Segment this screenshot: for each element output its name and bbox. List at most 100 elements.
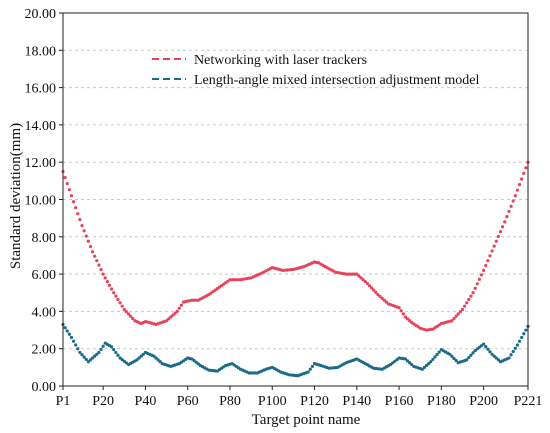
plot-frame	[62, 12, 529, 387]
data-point	[475, 282, 479, 286]
series-1	[61, 160, 530, 332]
ticks: 0.00 2.00 4.00 6.00 8.00 10.00 12.00 14.00 16.00…	[25, 7, 543, 409]
data-point	[355, 272, 359, 276]
data-point	[118, 301, 122, 305]
data-point	[152, 354, 156, 358]
data-point	[509, 353, 513, 357]
data-point	[97, 263, 101, 267]
y-tick-label: 16.00	[25, 82, 57, 97]
x-tick-label: P120	[300, 394, 329, 409]
data-point	[507, 209, 511, 214]
data-point	[424, 363, 429, 368]
data-point	[410, 362, 414, 367]
data-point	[131, 316, 135, 321]
data-point	[520, 335, 524, 340]
data-point	[122, 307, 126, 312]
data-point	[169, 315, 173, 319]
data-point	[74, 343, 78, 347]
legend: Networking with laser trackers Length-ang…	[152, 53, 479, 88]
data-point	[105, 279, 109, 284]
data-point	[469, 353, 473, 357]
data-point	[429, 360, 433, 364]
data-point	[90, 250, 95, 254]
data-point	[67, 332, 71, 336]
data-point	[454, 314, 458, 318]
data-point	[97, 350, 101, 355]
data-point	[405, 317, 410, 321]
data-point	[374, 290, 378, 294]
data-point	[422, 365, 427, 369]
data-point	[486, 259, 490, 263]
data-point	[310, 364, 315, 369]
data-point	[490, 249, 494, 253]
data-point	[513, 194, 517, 198]
x-tick-label: P1	[56, 394, 71, 409]
data-point	[380, 296, 384, 300]
data-point	[524, 166, 528, 170]
data-point	[137, 356, 141, 360]
x-tick-label: P40	[135, 394, 157, 409]
data-point	[135, 358, 139, 362]
data-point	[401, 312, 405, 316]
data-point	[486, 347, 490, 351]
data-point	[69, 335, 74, 340]
series-2	[61, 322, 530, 378]
data-point	[99, 347, 103, 351]
data-point	[110, 287, 114, 291]
data-point	[93, 354, 97, 358]
x-tick-label: P221	[514, 394, 543, 409]
data-point	[86, 239, 90, 243]
data-point	[363, 279, 367, 284]
data-point	[65, 329, 69, 333]
data-point	[359, 276, 363, 280]
data-point	[175, 309, 179, 313]
data-point	[484, 345, 488, 349]
data-point	[465, 301, 469, 305]
data-point	[522, 171, 526, 175]
data-point	[141, 352, 145, 356]
data-point	[382, 298, 386, 302]
data-point	[103, 276, 107, 280]
data-point	[114, 294, 118, 298]
data-point	[361, 278, 365, 282]
data-point	[456, 312, 460, 316]
x-tick-label: P100	[258, 394, 287, 409]
data-point	[403, 315, 408, 319]
data-point	[71, 200, 76, 204]
data-point	[306, 370, 310, 374]
data-point	[427, 362, 431, 366]
data-point	[76, 212, 80, 216]
data-point	[82, 229, 86, 233]
y-tick-label: 14.00	[25, 119, 57, 134]
data-point	[76, 347, 80, 351]
legend-label: Length-angle mixed intersection adjustme…	[194, 73, 479, 88]
data-point	[490, 352, 494, 356]
data-point	[110, 345, 114, 349]
data-point	[88, 244, 93, 249]
data-point	[465, 358, 469, 362]
data-point	[126, 312, 131, 316]
data-point	[482, 342, 486, 346]
x-tick-label: P160	[385, 394, 414, 409]
data-point	[448, 352, 452, 356]
data-point	[369, 286, 374, 290]
data-point	[496, 234, 501, 239]
data-point	[101, 272, 105, 276]
data-point	[405, 359, 410, 363]
data-point	[515, 343, 520, 347]
data-point	[80, 353, 84, 357]
data-point	[84, 234, 88, 238]
data-point	[84, 357, 88, 362]
data-point	[454, 358, 458, 363]
data-point	[488, 254, 492, 258]
grid	[63, 49, 528, 350]
data-point	[515, 188, 520, 192]
data-point	[308, 367, 312, 371]
data-point	[437, 350, 441, 354]
x-tick-label: P200	[469, 394, 498, 409]
y-tick-label: 2.00	[32, 343, 57, 358]
data-point	[82, 355, 86, 359]
data-point	[112, 291, 116, 295]
data-point	[450, 354, 454, 358]
